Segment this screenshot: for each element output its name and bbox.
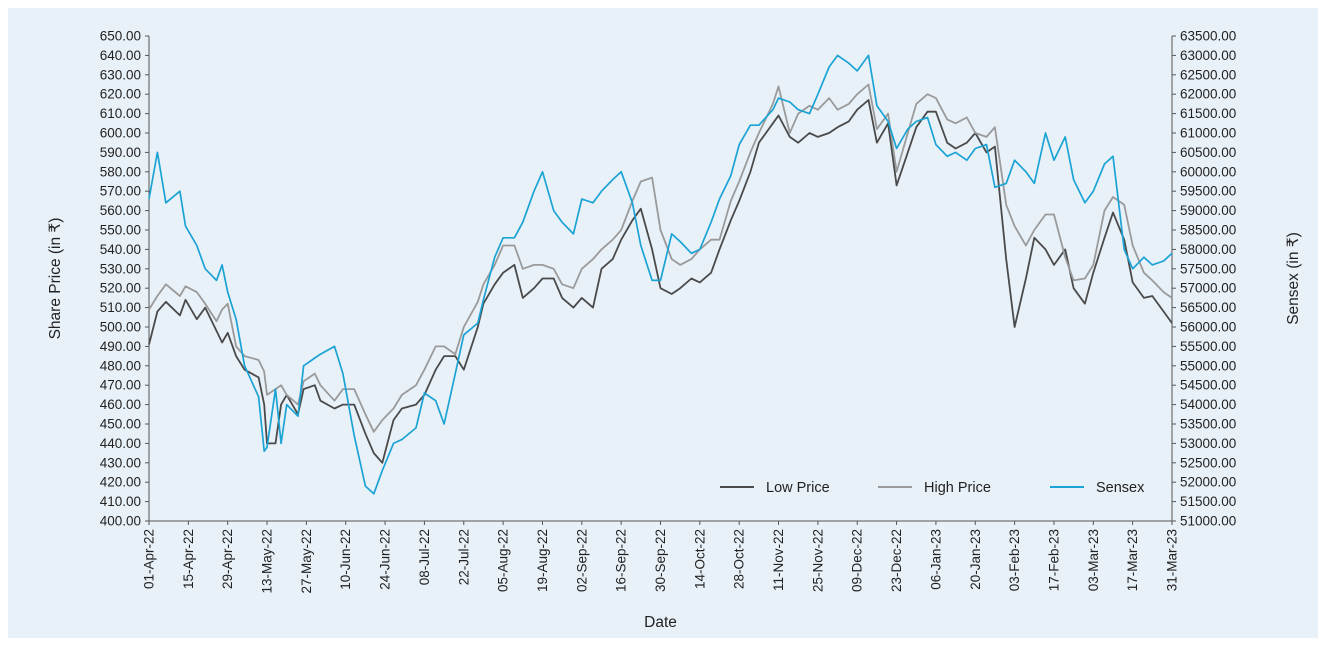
x-tick-label: 27-May-22: [299, 529, 314, 594]
left-tick-label: 450.00: [100, 417, 141, 432]
left-tick-label: 580.00: [100, 164, 141, 179]
x-tick-label: 11-Nov-22: [771, 529, 786, 591]
right-tick-label: 57000.00: [1180, 281, 1236, 296]
x-tick-label: 23-Dec-22: [889, 529, 904, 592]
left-tick-label: 560.00: [100, 203, 141, 218]
left-tick-label: 610.00: [100, 106, 141, 121]
right-tick-label: 62500.00: [1180, 67, 1236, 82]
left-tick-label: 650.00: [100, 29, 141, 44]
x-tick-label: 13-May-22: [260, 529, 275, 594]
left-tick-label: 440.00: [100, 436, 141, 451]
x-tick-label: 01-Apr-22: [142, 529, 157, 589]
x-tick-label: 02-Sep-22: [574, 529, 589, 592]
left-tick-label: 550.00: [100, 223, 141, 238]
right-tick-label: 52000.00: [1180, 475, 1236, 490]
legend-item-low-price: Low Price: [720, 480, 830, 496]
x-tick-label: 28-Oct-22: [732, 529, 747, 589]
left-tick-label: 430.00: [100, 455, 141, 470]
left-tick-label: 490.00: [100, 339, 141, 354]
right-tick-label: 59500.00: [1180, 184, 1236, 199]
left-tick-label: 570.00: [100, 184, 141, 199]
right-tick-label: 54000.00: [1180, 397, 1236, 412]
right-tick-label: 56500.00: [1180, 300, 1236, 315]
right-tick-label: 53000.00: [1180, 436, 1236, 451]
legend-label-sensex: Sensex: [1096, 480, 1145, 496]
left-tick-label: 510.00: [100, 300, 141, 315]
right-tick-label: 60500.00: [1180, 145, 1236, 160]
x-tick-label: 24-Jun-22: [378, 529, 393, 590]
x-tick-label: 29-Apr-22: [220, 529, 235, 589]
x-tick-label: 19-Aug-22: [535, 529, 550, 592]
left-tick-label: 530.00: [100, 261, 141, 276]
series-line-low-price: [148, 99, 1173, 464]
right-y-ticks: 51000.00 51500.00 52000.00 52500.00 53000.00…: [1172, 29, 1236, 529]
x-tick-label: 09-Dec-22: [850, 529, 865, 592]
left-tick-label: 460.00: [100, 397, 141, 412]
left-tick-label: 540.00: [100, 242, 141, 257]
left-tick-label: 400.00: [100, 514, 141, 529]
right-tick-label: 54500.00: [1180, 378, 1236, 393]
right-tick-label: 51000.00: [1180, 514, 1236, 529]
left-tick-label: 630.00: [100, 67, 141, 82]
right-tick-label: 56000.00: [1180, 320, 1236, 335]
x-tick-label: 17-Mar-23: [1125, 529, 1140, 591]
right-tick-label: 58000.00: [1180, 242, 1236, 257]
left-tick-label: 480.00: [100, 358, 141, 373]
x-tick-label: 16-Sep-22: [614, 529, 629, 592]
right-tick-label: 57500.00: [1180, 261, 1236, 276]
x-tick-label: 03-Feb-23: [1007, 529, 1022, 591]
x-ticks: 01-Apr-22 15-Apr-22 29-Apr-22 13-May-22 27-M…: [142, 521, 1180, 594]
x-tick-label: 20-Jan-23: [968, 529, 983, 590]
right-tick-label: 51500.00: [1180, 494, 1236, 509]
right-axis-title: Sensex (in ₹): [1285, 232, 1302, 325]
series-layer: [148, 54, 1173, 495]
x-tick-label: 15-Apr-22: [181, 529, 196, 589]
legend-item-high-price: High Price: [878, 480, 991, 496]
left-tick-label: 620.00: [100, 87, 141, 102]
left-y-ticks: 400.00 410.00 420.00 430.00 440.00 450.00 460.…: [100, 29, 149, 529]
dual-axis-line-chart: 400.00 410.00 420.00 430.00 440.00 450.00 460.…: [47, 29, 1302, 632]
x-tick-label: 10-Jun-22: [338, 529, 353, 590]
right-tick-label: 63000.00: [1180, 48, 1236, 63]
x-tick-label: 05-Aug-22: [496, 529, 511, 592]
left-tick-label: 410.00: [100, 494, 141, 509]
x-tick-label: 08-Jul-22: [417, 529, 432, 585]
right-tick-label: 61000.00: [1180, 126, 1236, 141]
left-tick-label: 420.00: [100, 475, 141, 490]
right-tick-label: 63500.00: [1180, 29, 1236, 44]
x-tick-label: 22-Jul-22: [456, 529, 471, 585]
x-tick-label: 14-Oct-22: [692, 529, 707, 589]
left-tick-label: 640.00: [100, 48, 141, 63]
series-line-high-price: [148, 83, 1173, 433]
x-tick-label: 30-Sep-22: [653, 529, 668, 592]
left-tick-label: 470.00: [100, 378, 141, 393]
series-line-sensex: [148, 54, 1173, 495]
left-tick-label: 590.00: [100, 145, 141, 160]
right-tick-label: 58500.00: [1180, 223, 1236, 238]
right-tick-label: 61500.00: [1180, 106, 1236, 121]
right-tick-label: 62000.00: [1180, 87, 1236, 102]
x-tick-label: 25-Nov-22: [810, 529, 825, 592]
left-tick-label: 600.00: [100, 126, 141, 141]
right-tick-label: 59000.00: [1180, 203, 1236, 218]
x-tick-label: 06-Jan-23: [928, 529, 943, 590]
legend-label-high-price: High Price: [924, 480, 991, 496]
legend: Low Price High Price Sensex: [720, 480, 1145, 496]
right-tick-label: 53500.00: [1180, 417, 1236, 432]
left-tick-label: 500.00: [100, 320, 141, 335]
left-axis-title: Share Price (in ₹): [47, 218, 64, 340]
legend-label-low-price: Low Price: [766, 480, 830, 496]
right-tick-label: 55500.00: [1180, 339, 1236, 354]
x-tick-label: 17-Feb-23: [1046, 529, 1061, 591]
left-tick-label: 520.00: [100, 281, 141, 296]
right-tick-label: 52500.00: [1180, 455, 1236, 470]
legend-item-sensex: Sensex: [1050, 480, 1145, 496]
right-tick-label: 55000.00: [1180, 358, 1236, 373]
right-tick-label: 60000.00: [1180, 164, 1236, 179]
x-axis-title: Date: [644, 614, 677, 631]
x-tick-label: 03-Mar-23: [1086, 529, 1101, 591]
x-tick-label: 31-Mar-23: [1165, 529, 1180, 591]
chart-frame: 400.00 410.00 420.00 430.00 440.00 450.00 460.…: [8, 8, 1318, 638]
